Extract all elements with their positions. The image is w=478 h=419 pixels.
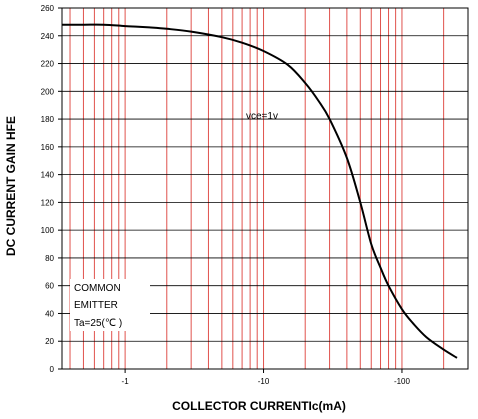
annotation-emitter: EMITTER: [74, 300, 118, 311]
annotation-temperature: Ta=25(℃ ): [74, 318, 122, 329]
y-tick-label: 80: [45, 254, 54, 263]
annotation-background: [70, 279, 150, 331]
y-tick-label: 20: [45, 337, 54, 346]
x-axis-title: COLLECTOR CURRENTIc(mA): [172, 399, 346, 413]
plot-frame: [61, 7, 469, 370]
x-tick-label: -10: [258, 377, 270, 386]
grid-layer: [62, 7, 468, 370]
annotation-vce: vce=1v: [246, 111, 278, 122]
series-layer: [62, 23, 458, 359]
x-tick-label: -1: [122, 377, 130, 386]
y-tick-label: 140: [41, 171, 55, 180]
y-tick-label: 240: [41, 32, 55, 41]
y-tick-label: 0: [50, 365, 55, 374]
y-tick-label: 160: [41, 143, 55, 152]
series-line: [62, 23, 458, 359]
y-tick-label: 60: [45, 282, 54, 291]
y-axis-title: DC CURRENT GAIN HFE: [4, 116, 18, 256]
y-tick-label: 40: [45, 309, 54, 318]
x-tick-label: -100: [394, 377, 411, 386]
tick-labels: 0 20 40 60 80 100 120 140 160 180 200 220 240 260 -1 -1…: [41, 4, 411, 386]
y-tick-label: 120: [41, 198, 55, 207]
y-tick-label: 260: [41, 4, 55, 13]
y-tick-label: 100: [41, 226, 55, 235]
plot-border: [61, 7, 469, 370]
y-tick-label: 220: [41, 60, 55, 69]
annotation-common: COMMON: [74, 283, 121, 294]
y-tick-label: 200: [41, 87, 55, 96]
y-tick-label: 180: [41, 115, 55, 124]
